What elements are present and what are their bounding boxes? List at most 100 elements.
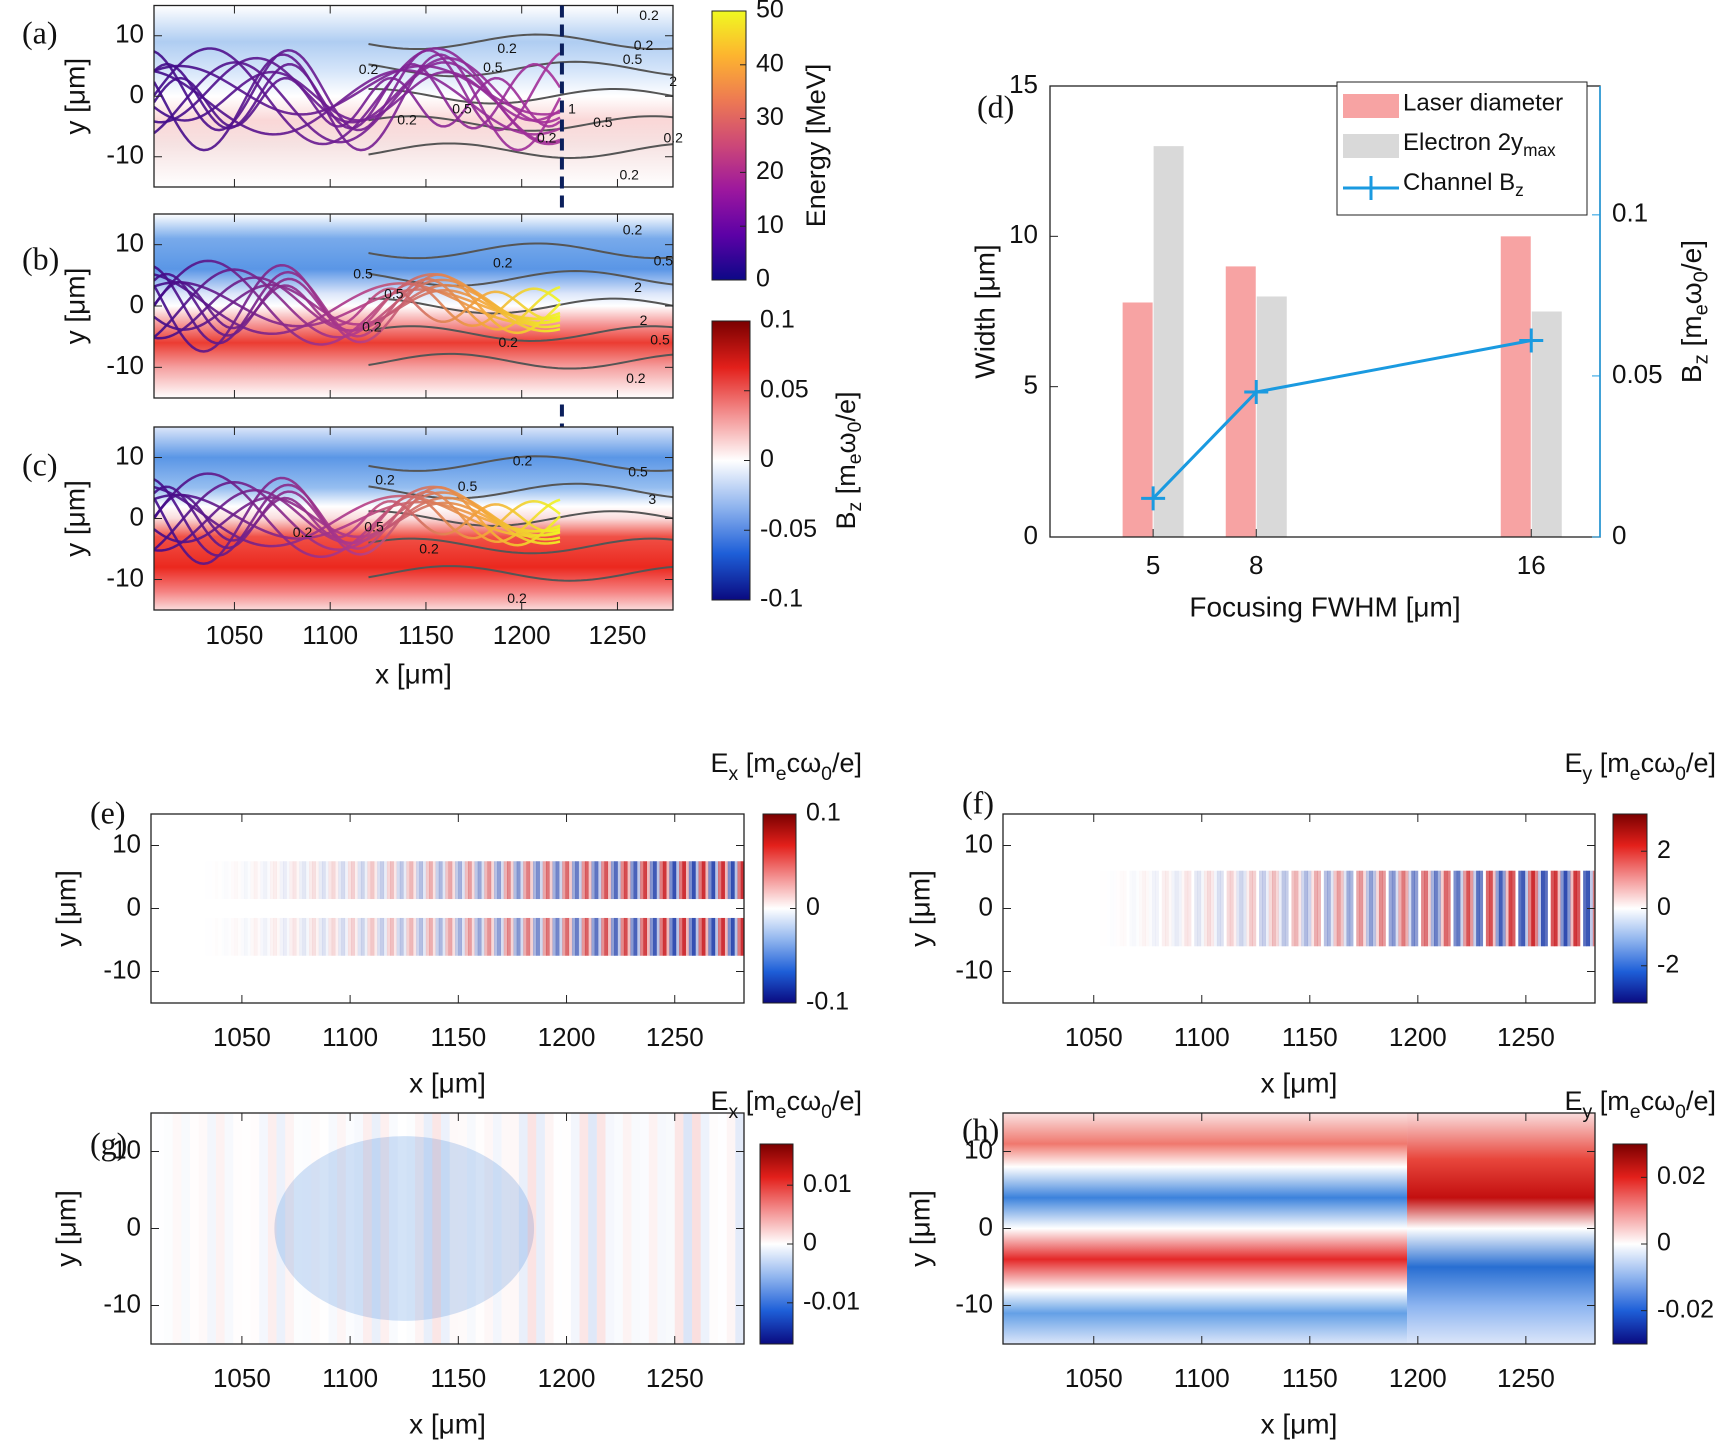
field-stripe (662, 917, 667, 956)
colorbar-label-part: x (729, 763, 739, 785)
field-stripe (215, 861, 219, 899)
field-stripe (1139, 871, 1143, 947)
field-stripe (523, 917, 527, 956)
trajectory (154, 265, 561, 345)
field-stripe (363, 1113, 372, 1344)
field-stripe (328, 1113, 338, 1344)
y-tick-label: 0 (127, 1211, 141, 1241)
field-stripe (682, 861, 686, 900)
field-stripe (545, 861, 550, 900)
field-stripe (507, 917, 511, 956)
field-stripe (1573, 870, 1578, 947)
field-stripe (190, 1113, 199, 1344)
colorbar-label: Bz [meω0/e] (831, 392, 866, 530)
panel-label: (h) (962, 1111, 999, 1147)
field-stripe (1521, 870, 1526, 947)
trajectory (154, 64, 561, 116)
x-axis-label: x [μm] (1261, 1067, 1338, 1098)
field-stripe (698, 917, 703, 956)
field-stripe (380, 861, 385, 900)
field-stripe (458, 917, 462, 956)
field-stripe (1576, 870, 1581, 947)
colorbar-tick-label: 0 (1657, 1229, 1671, 1257)
x-tick-label: 1050 (1065, 1363, 1123, 1393)
field-stripe (640, 917, 644, 956)
field-stripe (656, 917, 660, 956)
y2-axis-label-part: ω (1676, 282, 1707, 304)
field-stripe (1424, 870, 1428, 947)
field-stripe (331, 917, 336, 956)
field-stripe (370, 861, 375, 900)
field-stripe (484, 1113, 493, 1344)
legend-label: Laser diameter (1403, 89, 1563, 116)
field-stripe (581, 917, 586, 956)
field-stripe (276, 1113, 286, 1344)
field-stripe (500, 861, 505, 900)
field-stripe (273, 861, 277, 900)
contour-label: 1 (568, 101, 576, 117)
field-stripe (596, 1113, 606, 1344)
trajectory (154, 476, 561, 566)
field-stripe (497, 917, 501, 956)
y2-tick-label: 0 (1612, 520, 1626, 550)
field-stripe (419, 917, 424, 956)
field-stripe (627, 917, 631, 956)
bar (1122, 302, 1153, 537)
field-stripe (1336, 870, 1341, 947)
field-stripe (526, 861, 531, 900)
field-stripe (502, 1113, 511, 1344)
field-stripe (212, 861, 216, 899)
field-stripe (257, 861, 261, 899)
contour-label: 0.2 (397, 112, 417, 128)
field-stripe (1314, 870, 1318, 947)
field-stripe (1278, 870, 1283, 947)
colorbar-label-part: 0 (844, 421, 866, 432)
field-stripe (292, 917, 297, 956)
field-stripe (1356, 870, 1360, 947)
field-stripe (1547, 871, 1551, 947)
field-stripe (1288, 871, 1292, 947)
field-stripe (283, 917, 287, 956)
field-stripe (584, 917, 589, 956)
field-stripe (1583, 870, 1587, 947)
field-stripe (1184, 870, 1189, 947)
bar (1256, 296, 1287, 537)
x-tick-label: 1250 (1497, 1022, 1555, 1052)
field-stripe (279, 861, 284, 900)
field-stripe (441, 1113, 450, 1344)
field-stripe (228, 861, 232, 899)
y2-axis-label-part: B (1676, 364, 1707, 383)
field-stripe (1259, 870, 1263, 947)
field-stripe (380, 1113, 390, 1344)
colorbar-label-part: e (776, 1101, 787, 1123)
field (151, 1113, 744, 1344)
x-tick-label: 1100 (1174, 1022, 1230, 1052)
field-stripe (700, 1113, 710, 1344)
colorbar-label-part: cω (1641, 748, 1676, 778)
field-stripe (646, 917, 651, 956)
field-stripe (251, 918, 255, 956)
trajectory (154, 56, 561, 124)
contour-line (368, 242, 673, 260)
field-stripe (1544, 870, 1548, 947)
field-stripe (737, 861, 742, 900)
trajectory (154, 478, 561, 557)
field-stripe (347, 861, 352, 900)
field-stripe (627, 861, 631, 900)
field-stripe (565, 861, 570, 900)
field-stripe (1540, 870, 1545, 947)
point-marker (1519, 328, 1544, 353)
field-stripe (659, 917, 664, 956)
y-tick-label: -10 (955, 1288, 993, 1318)
field-stripe (1375, 870, 1380, 947)
field-stripe (620, 917, 625, 956)
point-marker (1244, 380, 1269, 405)
field-stripe (429, 861, 433, 900)
x-tick-label: 1050 (213, 1022, 271, 1052)
trajectory (154, 480, 561, 551)
field-stripe (1187, 870, 1192, 947)
field-stripe (341, 917, 346, 956)
field-stripe (429, 917, 433, 956)
contour-label: 0.5 (623, 51, 643, 67)
field-stripe (442, 917, 446, 956)
